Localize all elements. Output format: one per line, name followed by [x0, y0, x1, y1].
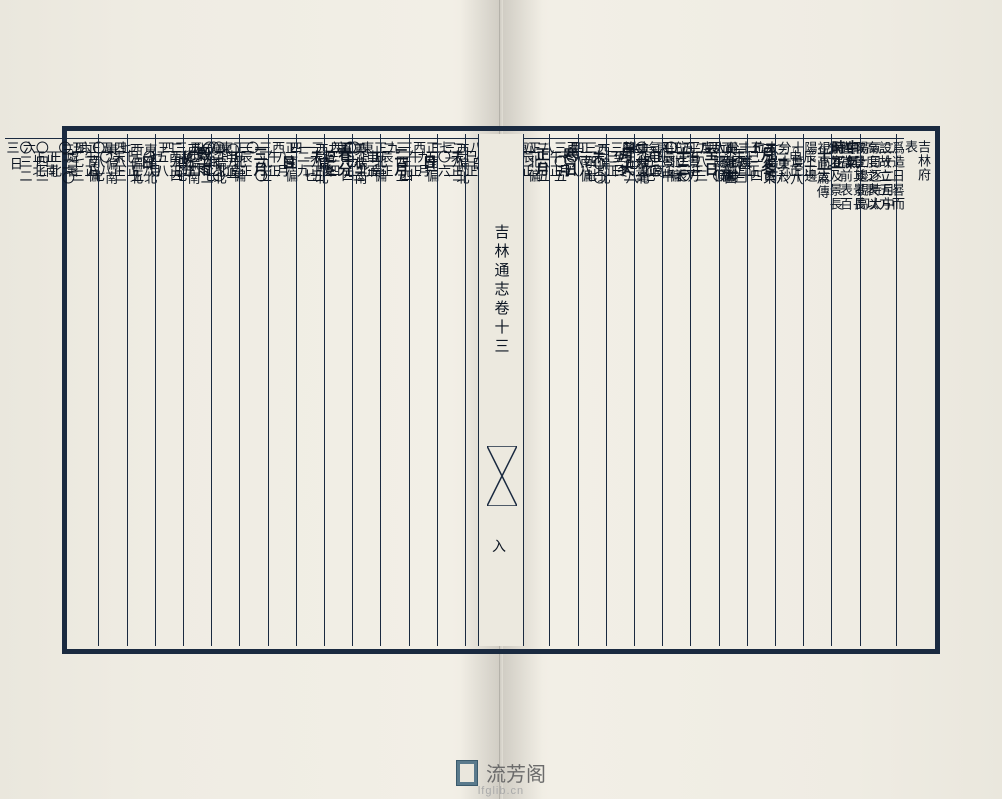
page-number: 入 [479, 536, 523, 556]
cell-15-1: 巳正 [464, 138, 477, 188]
column-8: 十二辰正〇〇東偏北三五二三西偏北三四七四八十月 [662, 134, 690, 646]
cell-10-1: 巳正 [605, 138, 618, 188]
column-4: 申正三二六西偏東五一四二東偏西 [775, 134, 803, 646]
cell-26-1: 酉正 [168, 138, 181, 188]
cell-12-0: 寒日 [562, 138, 576, 186]
site-name: 流芳阁 [486, 758, 546, 787]
cell-11-1: 未正 [591, 138, 604, 188]
cell-17-1: 午正 [408, 138, 421, 188]
column-10: 月大巳正二〇〇正南偏西三〇五八正北偏東二三三八小雪 [606, 134, 634, 646]
column-19: 申正二八二五三四 [352, 134, 380, 646]
book-icon [456, 760, 478, 786]
column-2: 中氣時正視高太陽上邊十度十分十秒太陽方位十度十分十秒太陽偏度平景方位立表平景中氣… [831, 134, 859, 646]
cell-12-1: 午正 [549, 138, 562, 188]
cell-2-0: 中氣時正 [830, 138, 858, 186]
column-12: 寒日午正二六五八正南正北一〇二日 [549, 134, 577, 646]
column-7: 至日午正二三〇〇正南正北一七八至日 [690, 134, 718, 646]
column-3: 十一辰正○三八東二七四七西正北偏八三〇八十一 [803, 134, 831, 646]
cell-8-0: 十二 [674, 138, 688, 186]
column-0: 吉林府表爲造日晷而設故立五方高度之表以取景其景長僅當前表百分之 [896, 134, 932, 646]
cell-23-1: 辰正 [239, 138, 252, 188]
column-5: 月冬巳正一七三正南偏西二八三五正北偏東一五七七月冬 [747, 134, 775, 646]
cell-21-2: 二九 [296, 138, 309, 188]
column-11: 未正一八〇八 [578, 134, 606, 646]
column-1: 二十二月中氣日逐時太陽上邊視高度偏度及景長○此篇傳 [860, 134, 896, 646]
cell-13-0: 正月 [533, 138, 547, 186]
cell-16-2: 〇六 [437, 138, 450, 188]
column-26: 酉正五八〇八西偏北 [155, 134, 183, 646]
fishtail-icon [487, 446, 517, 506]
cell-25-0: 穀雨 [195, 138, 209, 186]
column-24: 申正〇二〇一〇二 [211, 134, 239, 646]
column-6: 未正三五 [719, 134, 747, 646]
cell-3-1: 辰正 [802, 138, 815, 188]
cell-29-3: 正南 [44, 138, 57, 188]
cell-17-0: 日 [421, 138, 435, 186]
cell-18-1: 辰正 [380, 138, 393, 188]
cell-24-1: 申正 [224, 138, 237, 188]
cell-27-0: 日 [139, 138, 153, 186]
footer: 流芳阁 [0, 758, 1002, 787]
cell-18-0: 二月 [393, 138, 407, 186]
cell-28-1: 未正 [112, 138, 125, 188]
cell-20-1: 巳正 [323, 138, 336, 188]
column-9: 申正〇六一四 [634, 134, 662, 646]
cell-23-0: 三月 [252, 138, 266, 186]
cell-3-0: 十一 [815, 138, 829, 186]
column-13: 正月辰正一二四東偏南二九三八西偏北三二一二九月 [521, 134, 549, 646]
column-25: 穀雨卯正二九四三東偏北一二五七東偏南〇八七六處暑 [183, 134, 211, 646]
cell-5-1: 巳正 [746, 138, 759, 188]
cell-7-1: 午正 [690, 138, 703, 188]
cell-29-1: 午正 [83, 138, 96, 188]
cell-0-0: 吉林府表 [904, 138, 930, 186]
center-title: 吉林通志卷十三 [491, 224, 512, 357]
cell-20-0: 春分 [336, 138, 350, 186]
cell-16-1: 未正 [450, 138, 463, 188]
footer-url: lfglib.cn [0, 785, 1002, 797]
cell-10-0: 月大 [618, 138, 632, 186]
cell-22-0: 日 [280, 138, 294, 186]
cell-11-2: 一八 [578, 138, 591, 188]
column-16: 未正〇六五一 [437, 134, 465, 646]
column-27: 日巳正四八三五正南偏四三二〇正北〇四三六日 [127, 134, 155, 646]
cell-21-1: 未正 [309, 138, 322, 188]
cell-8-1: 辰正 [661, 138, 674, 188]
cell-29-5: 正北 [31, 138, 44, 188]
column-21: 未正二九三 [296, 134, 324, 646]
cell-6-1: 未正 [732, 138, 745, 188]
column-17: 日午正三四五二正南正北〇七一四日 [409, 134, 437, 646]
column-18: 二月辰正二一東偏南二一四六西偏北一二七四八月 [380, 134, 408, 646]
cell-26-2: 五八 [155, 138, 168, 188]
cell-29-2: 五七三〇 [57, 138, 83, 188]
cell-25-1: 卯正 [182, 138, 195, 188]
cell-7-0: 至日 [703, 138, 717, 186]
cell-4-1: 申正 [788, 138, 801, 188]
cell-19-1: 申正 [365, 138, 378, 188]
cell-4-2: 三二六 [775, 138, 788, 188]
column-23: 三月辰正〇八一東偏北〇八二西偏南三四七四七月 [239, 134, 267, 646]
cell-28-2: 〇八 [99, 138, 112, 188]
cell-6-2: 三五 [719, 138, 732, 188]
column-20: 春分巳正三八五一正南偏西三九五〇正北偏東〇六一八秋分 [324, 134, 352, 646]
column-29: 午正五七三〇正南正北〇三二三 [70, 134, 98, 646]
cell-27-1: 巳正 [126, 138, 139, 188]
cell-9-1: 申正 [647, 138, 660, 188]
column-28: 未正〇八一八 [98, 134, 126, 646]
cell-29-6: 〇三二三 [5, 138, 31, 188]
center-strip: 吉林通志卷十三 入 [478, 134, 524, 646]
column-22: 日午正一六〇三正南正北〇四七五日 [268, 134, 296, 646]
cell-5-0: 月冬 [759, 138, 773, 186]
cell-22-1: 午正 [267, 138, 280, 188]
